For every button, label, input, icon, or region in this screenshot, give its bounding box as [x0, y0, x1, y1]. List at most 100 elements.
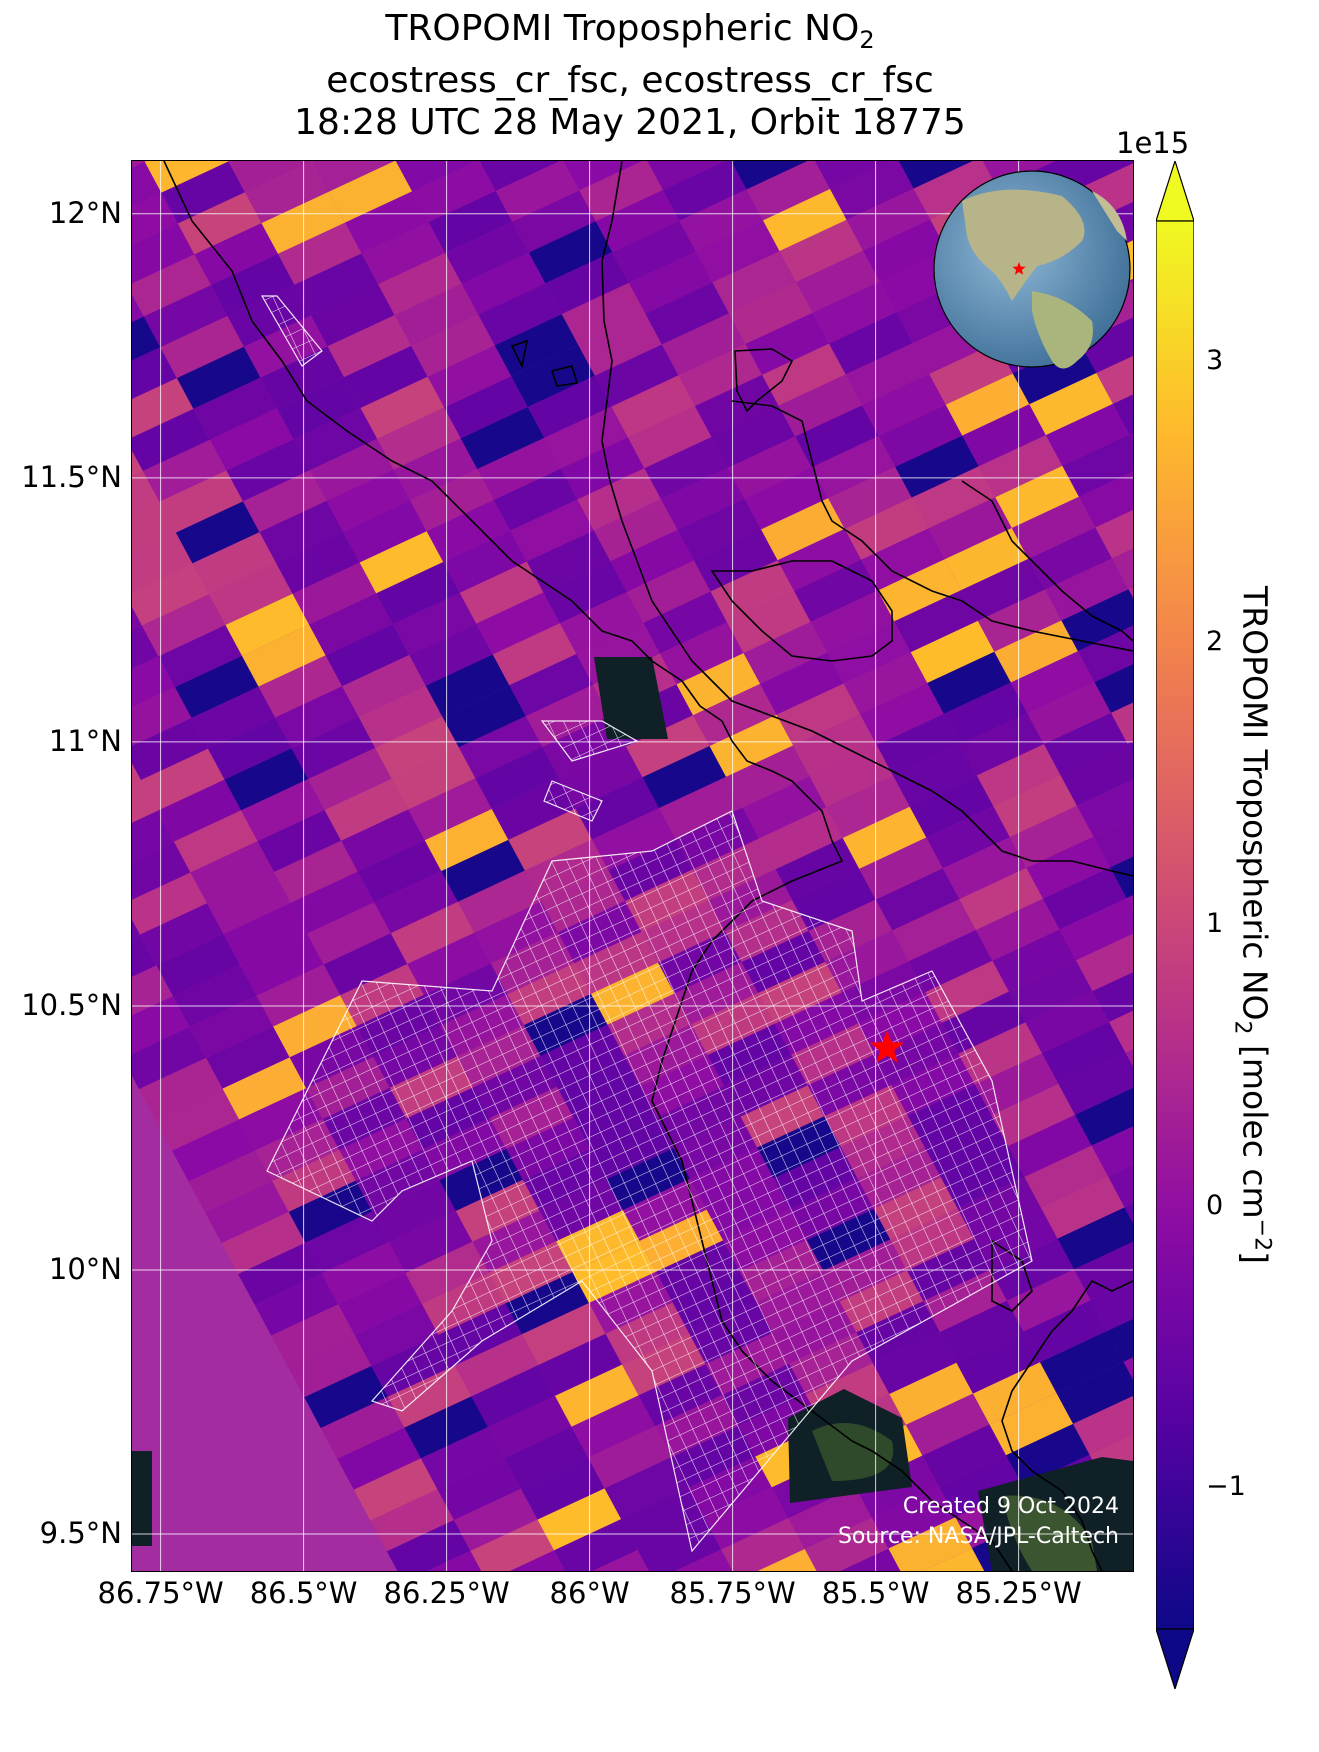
lon-tick-label: 86.75°W: [97, 1576, 224, 1610]
tropomi-pixel: [762, 343, 846, 406]
tropomi-pixel: [1124, 1203, 1133, 1223]
tropomi-pixel: [625, 715, 710, 778]
tropomi-pixel: [240, 933, 324, 996]
tropomi-pixel: [525, 684, 610, 747]
lat-tick-label: 12°N: [48, 195, 122, 230]
tropomi-pixel: [579, 161, 663, 222]
tropomi-pixel: [742, 776, 827, 839]
tropomi-pixel: [173, 964, 257, 1028]
tropomi-pixel: [1076, 779, 1133, 837]
tropomi-pixel: [353, 1458, 438, 1521]
tropomi-pixel: [962, 404, 1046, 467]
tropomi-pixel: [1009, 805, 1094, 868]
tropomi-pixel: [141, 594, 226, 657]
tropomi-pixel: [495, 161, 580, 222]
tropomi-pixel: [644, 436, 729, 500]
tropomi-pixel: [387, 1365, 472, 1428]
tropomi-pixel: [995, 465, 1079, 529]
tropomi-pixel: [132, 408, 210, 471]
tropomi-pixel: [408, 778, 492, 841]
tropomi-pixel: [893, 744, 977, 807]
no-data-region: [594, 657, 668, 739]
ecostress-footprint: [540, 720, 639, 762]
tropomi-pixel: [777, 528, 862, 592]
tropomi-pixel: [188, 1150, 273, 1213]
tropomi-pixel: [132, 294, 144, 322]
tropomi-pixel: [578, 313, 662, 376]
tropomi-pixel: [1066, 161, 1133, 188]
colorbar-tick-label: 2: [1206, 626, 1224, 658]
tropomi-pixel: [132, 625, 159, 669]
tropomi-pixel: [746, 161, 831, 221]
tropomi-pixel: [173, 810, 258, 873]
tropomi-pixel: [744, 467, 829, 530]
tropomi-pixel: [327, 315, 412, 378]
tropomi-pixel: [510, 499, 594, 562]
tropomi-pixel: [895, 435, 979, 498]
tropomi-pixel: [760, 652, 844, 715]
tropomi-pixel: [310, 438, 394, 501]
tropomi-pixel: [828, 466, 912, 529]
tropomi-pixel: [1061, 589, 1133, 652]
tropomi-pixel: [811, 436, 896, 499]
tropomi-pixel: [344, 345, 428, 408]
tropomi-pixel: [210, 253, 295, 316]
tropomi-pixel: [132, 965, 174, 1016]
colorbar-max-arrow: [1156, 161, 1194, 222]
tropomi-pixel: [859, 837, 943, 900]
tropomi-pixel: [538, 1333, 623, 1396]
tropomi-pixel: [694, 374, 779, 437]
ecostress-footprints: [260, 295, 1033, 1553]
tropomi-pixel: [977, 589, 1062, 652]
tropomi-pixel: [132, 687, 192, 746]
tropomi-pixel: [1026, 836, 1111, 899]
tropomi-pixel: [528, 221, 613, 284]
tropomi-pixel: [1094, 664, 1133, 713]
tropomi-pixel: [862, 373, 946, 437]
tropomi-pixel: [291, 717, 376, 780]
inset-globe: [933, 170, 1131, 369]
tropomi-pixel: [460, 407, 545, 470]
africa-shape: [1092, 191, 1127, 241]
tropomi-pixel: [475, 746, 559, 810]
no2-map[interactable]: Created 9 Oct 2024 Source: NASA/JPL-Calt…: [131, 160, 1134, 1572]
tropomi-pixel: [647, 161, 726, 190]
tropomi-pixel: [142, 439, 227, 502]
tropomi-pixel: [543, 561, 627, 624]
tropomi-pixel: [922, 1548, 985, 1571]
tropomi-pixel: [161, 161, 245, 224]
tropomi-pixel: [611, 375, 695, 438]
tropomi-pixel: [956, 1331, 1041, 1394]
tropomi-pixel: [160, 315, 244, 379]
coastline: [710, 560, 893, 662]
tropomi-pixel: [445, 221, 529, 284]
tropomi-pixel: [577, 468, 661, 531]
tropomi-pixel: [308, 747, 392, 810]
tropomi-pixel: [156, 934, 241, 997]
tropomi-pixel: [1127, 741, 1133, 754]
tropomi-pixel: [304, 1365, 388, 1429]
tropomi-pixel: [978, 435, 1063, 498]
ecostress-footprint: [266, 810, 1033, 1553]
tropomi-pixel: [132, 656, 175, 708]
tropomi-pixel: [1028, 527, 1112, 590]
tropomi-pixel: [487, 1395, 572, 1458]
tropomi-pixel: [1078, 471, 1133, 528]
tropomi-pixel: [132, 841, 191, 900]
tropomi-pixel: [676, 653, 761, 716]
tropomi-pixel: [292, 562, 377, 625]
tropomi-pixel: [521, 1302, 606, 1366]
tropomi-pixel: [132, 223, 195, 284]
tropomi-pixel: [224, 748, 309, 811]
tropomi-pixel: [926, 806, 1010, 869]
tropomi-pixel: [863, 219, 947, 282]
tropomi-pixel: [228, 161, 312, 193]
tropomi-pixel: [710, 560, 795, 623]
colorbar-tick-label: −1: [1206, 1471, 1246, 1503]
tropomi-pixel: [1128, 587, 1133, 598]
tropomi-pixel: [878, 404, 963, 467]
title-line-1: TROPOMI Tropospheric NO2: [385, 8, 875, 55]
tropomi-pixel: [256, 964, 341, 1027]
tropomi-pixel: [144, 161, 147, 162]
tropomi-pixel: [207, 872, 291, 935]
